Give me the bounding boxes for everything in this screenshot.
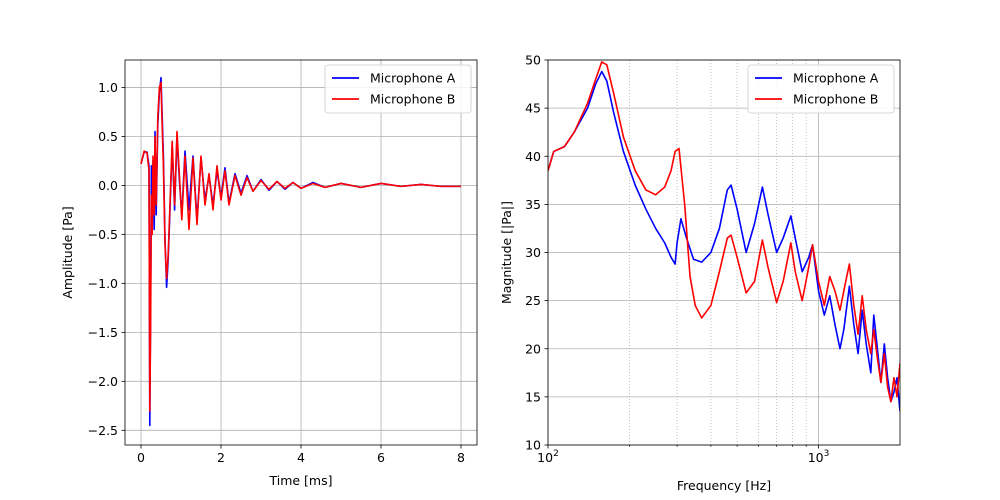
legend-box	[324, 64, 472, 114]
x-tick-label-base: 10	[808, 450, 824, 465]
x-tick-label: 6	[377, 450, 385, 465]
plot-frame	[547, 59, 901, 446]
y-tick-label: 45	[525, 101, 541, 116]
x-tick-label-exponent: 2	[553, 449, 559, 459]
x-tick-label: 4	[297, 450, 305, 465]
x-tick-label-base: 0	[137, 450, 145, 465]
legend-label: Microphone B	[370, 92, 455, 107]
legend-label: Microphone B	[793, 92, 878, 107]
time-domain-chart: 0 2 4 6 8 −2.5 −2.0 −1.5 −1.0 −0.5 0.0 0.5 1.0 Time […	[60, 59, 478, 488]
x-tick-label-base: 4	[297, 450, 305, 465]
y-tick-label: 25	[525, 293, 541, 308]
y-tick-label: −2.5	[88, 423, 118, 438]
y-tick-label: −2.0	[88, 374, 118, 389]
x-tick-label-base: 6	[377, 450, 385, 465]
x-tick-label: 0	[137, 450, 145, 465]
y-tick-label: −1.0	[88, 276, 118, 291]
series-line-microphone-b	[548, 61, 900, 403]
x-tick-label-exponent: 3	[824, 449, 830, 459]
y-tick-label: 35	[525, 197, 541, 212]
plot-frame	[124, 59, 478, 446]
x-tick-label-base: 10	[537, 450, 553, 465]
y-tick-label: 15	[525, 389, 541, 404]
legend-box	[747, 64, 895, 114]
x-tick-label-base: 2	[217, 450, 225, 465]
x-tick-label-base: 8	[457, 450, 465, 465]
y-tick-label: −0.5	[88, 227, 118, 242]
x-axis-label: Time [ms]	[268, 473, 332, 488]
y-tick-label: 0.5	[98, 129, 118, 144]
legend-label: Microphone A	[793, 71, 879, 86]
y-axis-label: Magnitude [|Pa|]	[499, 201, 514, 304]
y-tick-label: 1.0	[98, 80, 118, 95]
x-tick-label: 102	[537, 449, 559, 465]
y-tick-label: 20	[525, 341, 541, 356]
y-tick-label: −1.5	[88, 325, 118, 340]
y-tick-label: 0.0	[98, 178, 118, 193]
x-axis-label: Frequency [Hz]	[677, 478, 771, 493]
x-tick-label: 8	[457, 450, 465, 465]
y-tick-label: 10	[525, 438, 541, 453]
y-axis-label: Amplitude [Pa]	[60, 206, 75, 298]
legend-label: Microphone A	[370, 71, 456, 86]
x-tick-label: 2	[217, 450, 225, 465]
legend: Microphone A Microphone B	[324, 64, 472, 114]
y-tick-label: 30	[525, 245, 541, 260]
legend: Microphone A Microphone B	[747, 64, 895, 114]
y-tick-label: 40	[525, 149, 541, 164]
y-tick-label: 50	[525, 53, 541, 68]
series-line-microphone-b	[140, 81, 461, 412]
x-tick-label: 103	[808, 449, 830, 465]
series-line-microphone-a	[548, 70, 900, 412]
